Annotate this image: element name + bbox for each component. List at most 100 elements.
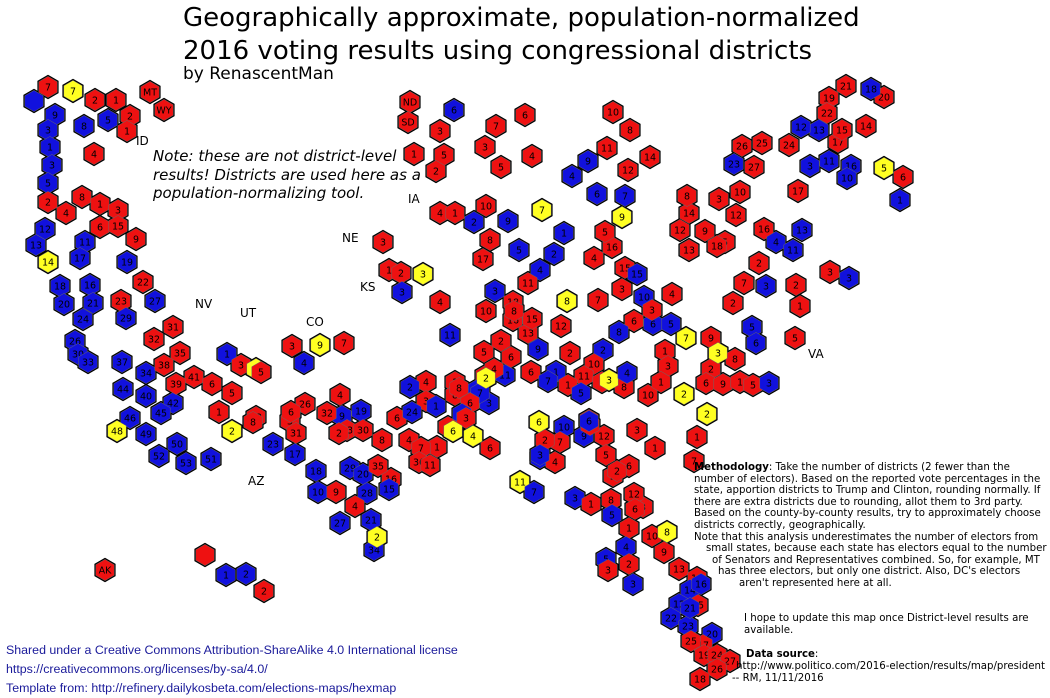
data-source-heading: Data source (746, 649, 815, 660)
district-number: 9 (720, 380, 726, 391)
district-hex: 8 (74, 115, 94, 137)
district-hex: 37 (112, 351, 132, 373)
district-hex-shape (430, 291, 450, 313)
district-hex: 15 (627, 263, 647, 285)
district-hex-shape (571, 382, 591, 404)
district-hex: 26 (732, 135, 752, 157)
district-number: 37 (116, 358, 128, 369)
district-number: 8 (379, 436, 385, 447)
district-hex: 3 (627, 419, 647, 441)
district-hex-shape (597, 137, 617, 159)
district-hex: 5 (509, 239, 529, 261)
district-hex-shape (202, 373, 222, 395)
district-number: 14 (684, 586, 696, 597)
district-number: 4 (337, 391, 343, 402)
template-source[interactable]: Template from: http://refinery.dailykosb… (6, 681, 397, 695)
district-hex-shape (724, 153, 744, 175)
district-number: 10 (734, 188, 746, 199)
district-number: 7 (493, 122, 499, 133)
district-hex: 38 (154, 354, 174, 376)
district-hex: 17 (788, 180, 808, 202)
district-number: 3 (463, 414, 469, 425)
district-number: 1 (97, 200, 103, 211)
district-number: 6 (450, 427, 456, 438)
district-hex: 5 (661, 313, 681, 335)
district-hex: 53 (176, 452, 196, 474)
license-url[interactable]: https://creativecommons.org/licenses/by-… (6, 662, 268, 676)
district-number: 6 (650, 320, 656, 331)
state-label-co: CO (306, 315, 324, 329)
district-number: 16 (606, 243, 618, 254)
district-number: 3 (846, 274, 852, 285)
district-number: 53 (180, 459, 192, 470)
district-hex: 6 (625, 498, 645, 520)
district-hex-shape (398, 111, 418, 133)
district-hex-shape (518, 272, 538, 294)
district-number: 3 (716, 195, 722, 206)
district-number: 3 (399, 288, 405, 299)
district-hex-shape (708, 342, 728, 364)
district-number: 14 (683, 209, 695, 220)
district-number: 18 (54, 282, 66, 293)
district-number: 5 (578, 389, 584, 400)
district-hex-shape (78, 351, 98, 373)
district-number: 41 (188, 373, 200, 384)
district-hex-shape (785, 327, 805, 349)
district-hex: 9 (498, 210, 518, 232)
district-hex: 2 (476, 367, 496, 389)
district-number: 9 (535, 345, 541, 356)
district-number: 7 (531, 488, 537, 499)
district-hex-shape (618, 159, 638, 181)
district-hex: 3 (598, 559, 618, 581)
district-number: 6 (632, 505, 638, 516)
state-label-az: AZ (248, 474, 265, 488)
district-number: 22 (665, 614, 677, 625)
district-hex-shape (72, 186, 92, 208)
district-hex-shape (791, 116, 811, 138)
district-hex-shape (184, 366, 204, 388)
district-number: 2 (498, 337, 504, 348)
district-number: 4 (470, 432, 476, 443)
district-hex-shape (709, 188, 729, 210)
district-hex: 17 (285, 443, 305, 465)
district-number: 9 (52, 111, 58, 122)
district-hex-shape (367, 526, 387, 548)
district-hex: 18 (690, 668, 710, 690)
district-hex-shape (612, 206, 632, 228)
district-hex-shape (674, 383, 694, 405)
district-number: 11 (514, 478, 526, 489)
district-hex: 4 (330, 384, 350, 406)
district-number: 6 (451, 106, 457, 117)
district-hex-shape (430, 120, 450, 142)
district-number: 2 (542, 436, 548, 447)
district-number: 8 (487, 236, 493, 247)
district-number: AK (99, 566, 112, 577)
district-hex-shape (615, 185, 635, 207)
district-number: 2 (127, 112, 133, 123)
district-number: 6 (586, 417, 592, 428)
district-hex-shape (475, 136, 495, 158)
methodology-p4: of Senators and Representatives combined… (712, 554, 1040, 566)
district-number: 4 (773, 238, 779, 249)
district-number: 4 (623, 543, 629, 554)
district-number: 5 (516, 246, 522, 257)
title-line-2: 2016 voting results using congressional … (183, 36, 813, 66)
district-number: 18 (865, 85, 877, 96)
district-hex-shape (231, 354, 251, 376)
district-number: 22 (821, 109, 833, 120)
district-number: 3 (380, 238, 386, 249)
district-hex-shape (154, 354, 174, 376)
district-number: 20 (878, 93, 890, 104)
district-hex: 2 (723, 292, 743, 314)
district-hex-shape (687, 426, 707, 448)
district-hex: 4 (522, 145, 542, 167)
district-hex: WY (154, 99, 174, 121)
district-hex: 14 (38, 251, 58, 273)
district-number: 1 (386, 266, 392, 277)
district-number: 3 (649, 306, 655, 317)
district-number: 10 (638, 293, 650, 304)
district-hex-shape (640, 146, 660, 168)
district-hex-shape (690, 668, 710, 690)
district-number: 17 (792, 187, 804, 198)
